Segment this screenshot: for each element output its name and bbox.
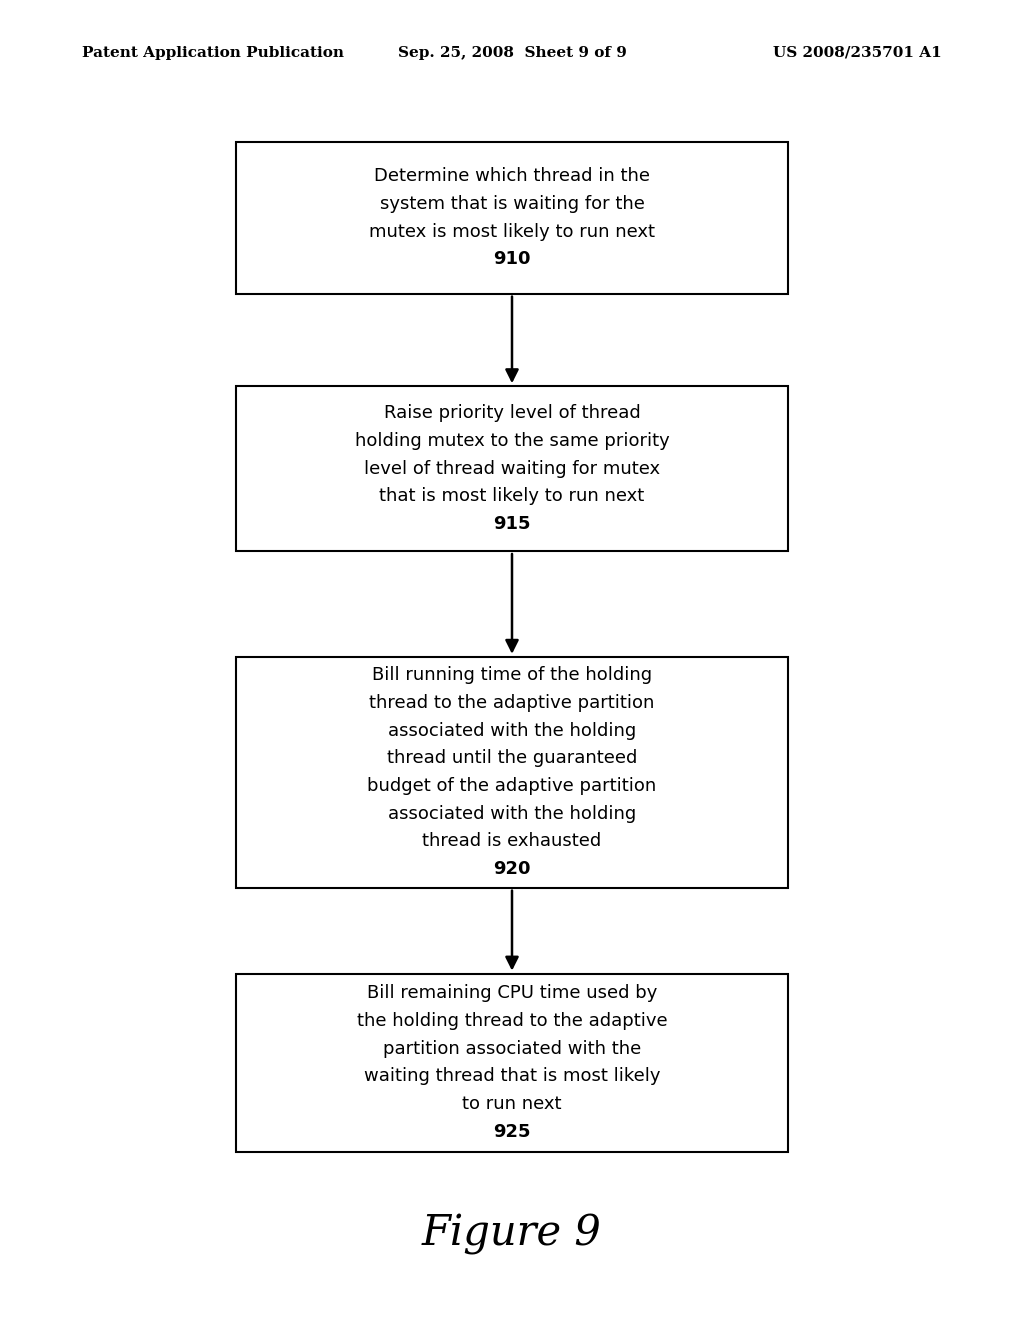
Text: budget of the adaptive partition: budget of the adaptive partition [368, 777, 656, 795]
Text: Patent Application Publication: Patent Application Publication [82, 46, 344, 59]
Text: to run next: to run next [462, 1096, 562, 1113]
Text: waiting thread that is most likely: waiting thread that is most likely [364, 1068, 660, 1085]
FancyBboxPatch shape [236, 385, 788, 552]
Text: Raise priority level of thread: Raise priority level of thread [384, 404, 640, 422]
Text: thread until the guaranteed: thread until the guaranteed [387, 750, 637, 767]
Text: partition associated with the: partition associated with the [383, 1040, 641, 1057]
Text: mutex is most likely to run next: mutex is most likely to run next [369, 223, 655, 240]
Text: Bill remaining CPU time used by: Bill remaining CPU time used by [367, 985, 657, 1002]
FancyBboxPatch shape [236, 974, 788, 1151]
Text: 925: 925 [494, 1123, 530, 1140]
Text: Bill running time of the holding: Bill running time of the holding [372, 667, 652, 684]
Text: thread to the adaptive partition: thread to the adaptive partition [370, 694, 654, 711]
Text: 920: 920 [494, 861, 530, 878]
Text: 910: 910 [494, 251, 530, 268]
Text: Sep. 25, 2008  Sheet 9 of 9: Sep. 25, 2008 Sheet 9 of 9 [397, 46, 627, 59]
Text: the holding thread to the adaptive: the holding thread to the adaptive [356, 1012, 668, 1030]
Text: Figure 9: Figure 9 [422, 1213, 602, 1255]
Text: level of thread waiting for mutex: level of thread waiting for mutex [364, 459, 660, 478]
Text: thread is exhausted: thread is exhausted [422, 833, 602, 850]
Text: associated with the holding: associated with the holding [388, 805, 636, 822]
Text: holding mutex to the same priority: holding mutex to the same priority [354, 432, 670, 450]
Text: that is most likely to run next: that is most likely to run next [379, 487, 645, 506]
FancyBboxPatch shape [236, 143, 788, 294]
FancyBboxPatch shape [236, 657, 788, 887]
Text: 915: 915 [494, 515, 530, 533]
Text: associated with the holding: associated with the holding [388, 722, 636, 739]
Text: US 2008/235701 A1: US 2008/235701 A1 [773, 46, 942, 59]
Text: system that is waiting for the: system that is waiting for the [380, 195, 644, 213]
Text: Determine which thread in the: Determine which thread in the [374, 168, 650, 185]
